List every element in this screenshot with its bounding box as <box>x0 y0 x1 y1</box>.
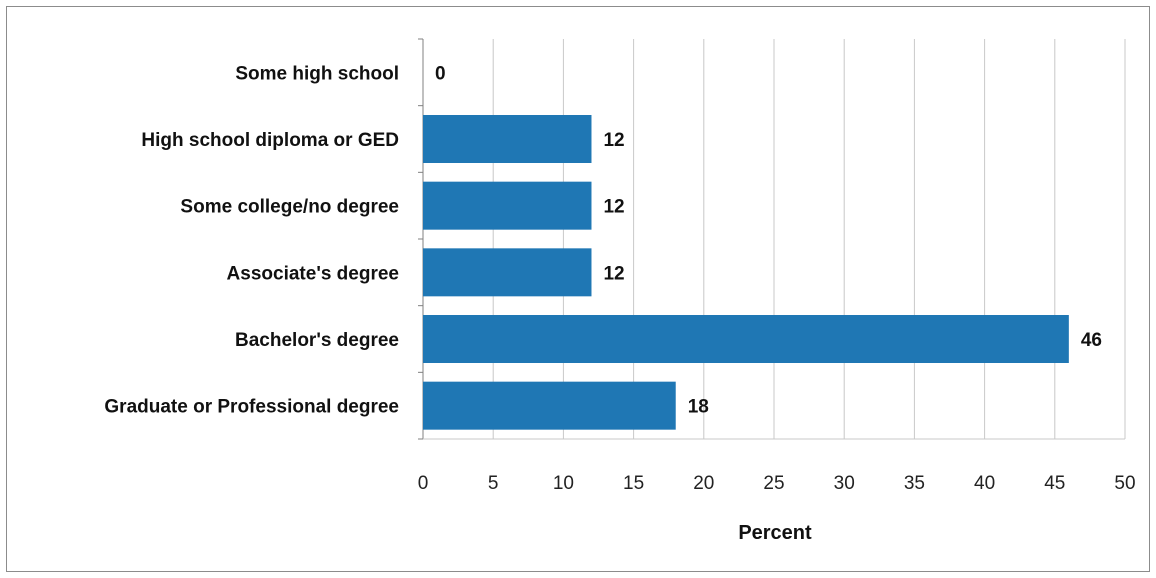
bar-graduate-or-professional-degree <box>423 381 676 430</box>
category-label-high-school-diploma-or-ged: High school diploma or GED <box>141 130 399 151</box>
x-tick-label-0: 0 <box>418 473 429 494</box>
grid-lines <box>418 38 1126 440</box>
x-tick-label-25: 25 <box>763 473 784 494</box>
category-label-bachelor-s-degree: Bachelor's degree <box>235 330 399 351</box>
x-tick-label-35: 35 <box>904 473 925 494</box>
bar-chart: Some high school High school diploma or G… <box>104 38 1136 544</box>
bar-bachelor-s-degree <box>423 315 1069 363</box>
bar-high-school-diploma-or-ged <box>423 115 592 163</box>
category-label-graduate-or-professional-degree: Graduate or Professional degree <box>104 397 399 418</box>
data-label-some-high-school: 0 <box>435 63 446 84</box>
x-tick-label-5: 5 <box>488 473 499 494</box>
x-tick-label-30: 30 <box>834 473 855 494</box>
x-axis-title: Percent <box>738 522 812 544</box>
data-label-bachelor-s-degree: 46 <box>1081 330 1102 351</box>
data-label-graduate-or-professional-degree: 18 <box>688 397 709 418</box>
bar-associate-s-degree <box>423 248 592 297</box>
data-label-associate-s-degree: 12 <box>603 263 624 284</box>
data-label-some-college-no-degree: 12 <box>603 197 624 218</box>
x-tick-label-50: 50 <box>1114 473 1135 494</box>
x-tick-label-20: 20 <box>693 473 714 494</box>
x-tick-labels: 0 5 10 15 20 25 30 35 40 45 50 <box>418 473 1136 494</box>
bars <box>423 115 1069 430</box>
bar-some-college-no-degree <box>423 181 592 230</box>
category-labels: Some high school High school diploma or G… <box>104 63 399 417</box>
chart-frame: Some high school High school diploma or G… <box>6 6 1150 572</box>
x-tick-label-15: 15 <box>623 473 644 494</box>
x-tick-label-10: 10 <box>553 473 574 494</box>
data-labels: 0 12 12 12 46 18 <box>435 63 1102 417</box>
data-label-high-school-diploma-or-ged: 12 <box>603 130 624 151</box>
category-label-some-high-school: Some high school <box>235 63 399 84</box>
category-label-associate-s-degree: Associate's degree <box>227 263 399 284</box>
x-tick-label-45: 45 <box>1044 473 1065 494</box>
category-label-some-college-no-degree: Some college/no degree <box>180 197 399 218</box>
x-tick-label-40: 40 <box>974 473 995 494</box>
